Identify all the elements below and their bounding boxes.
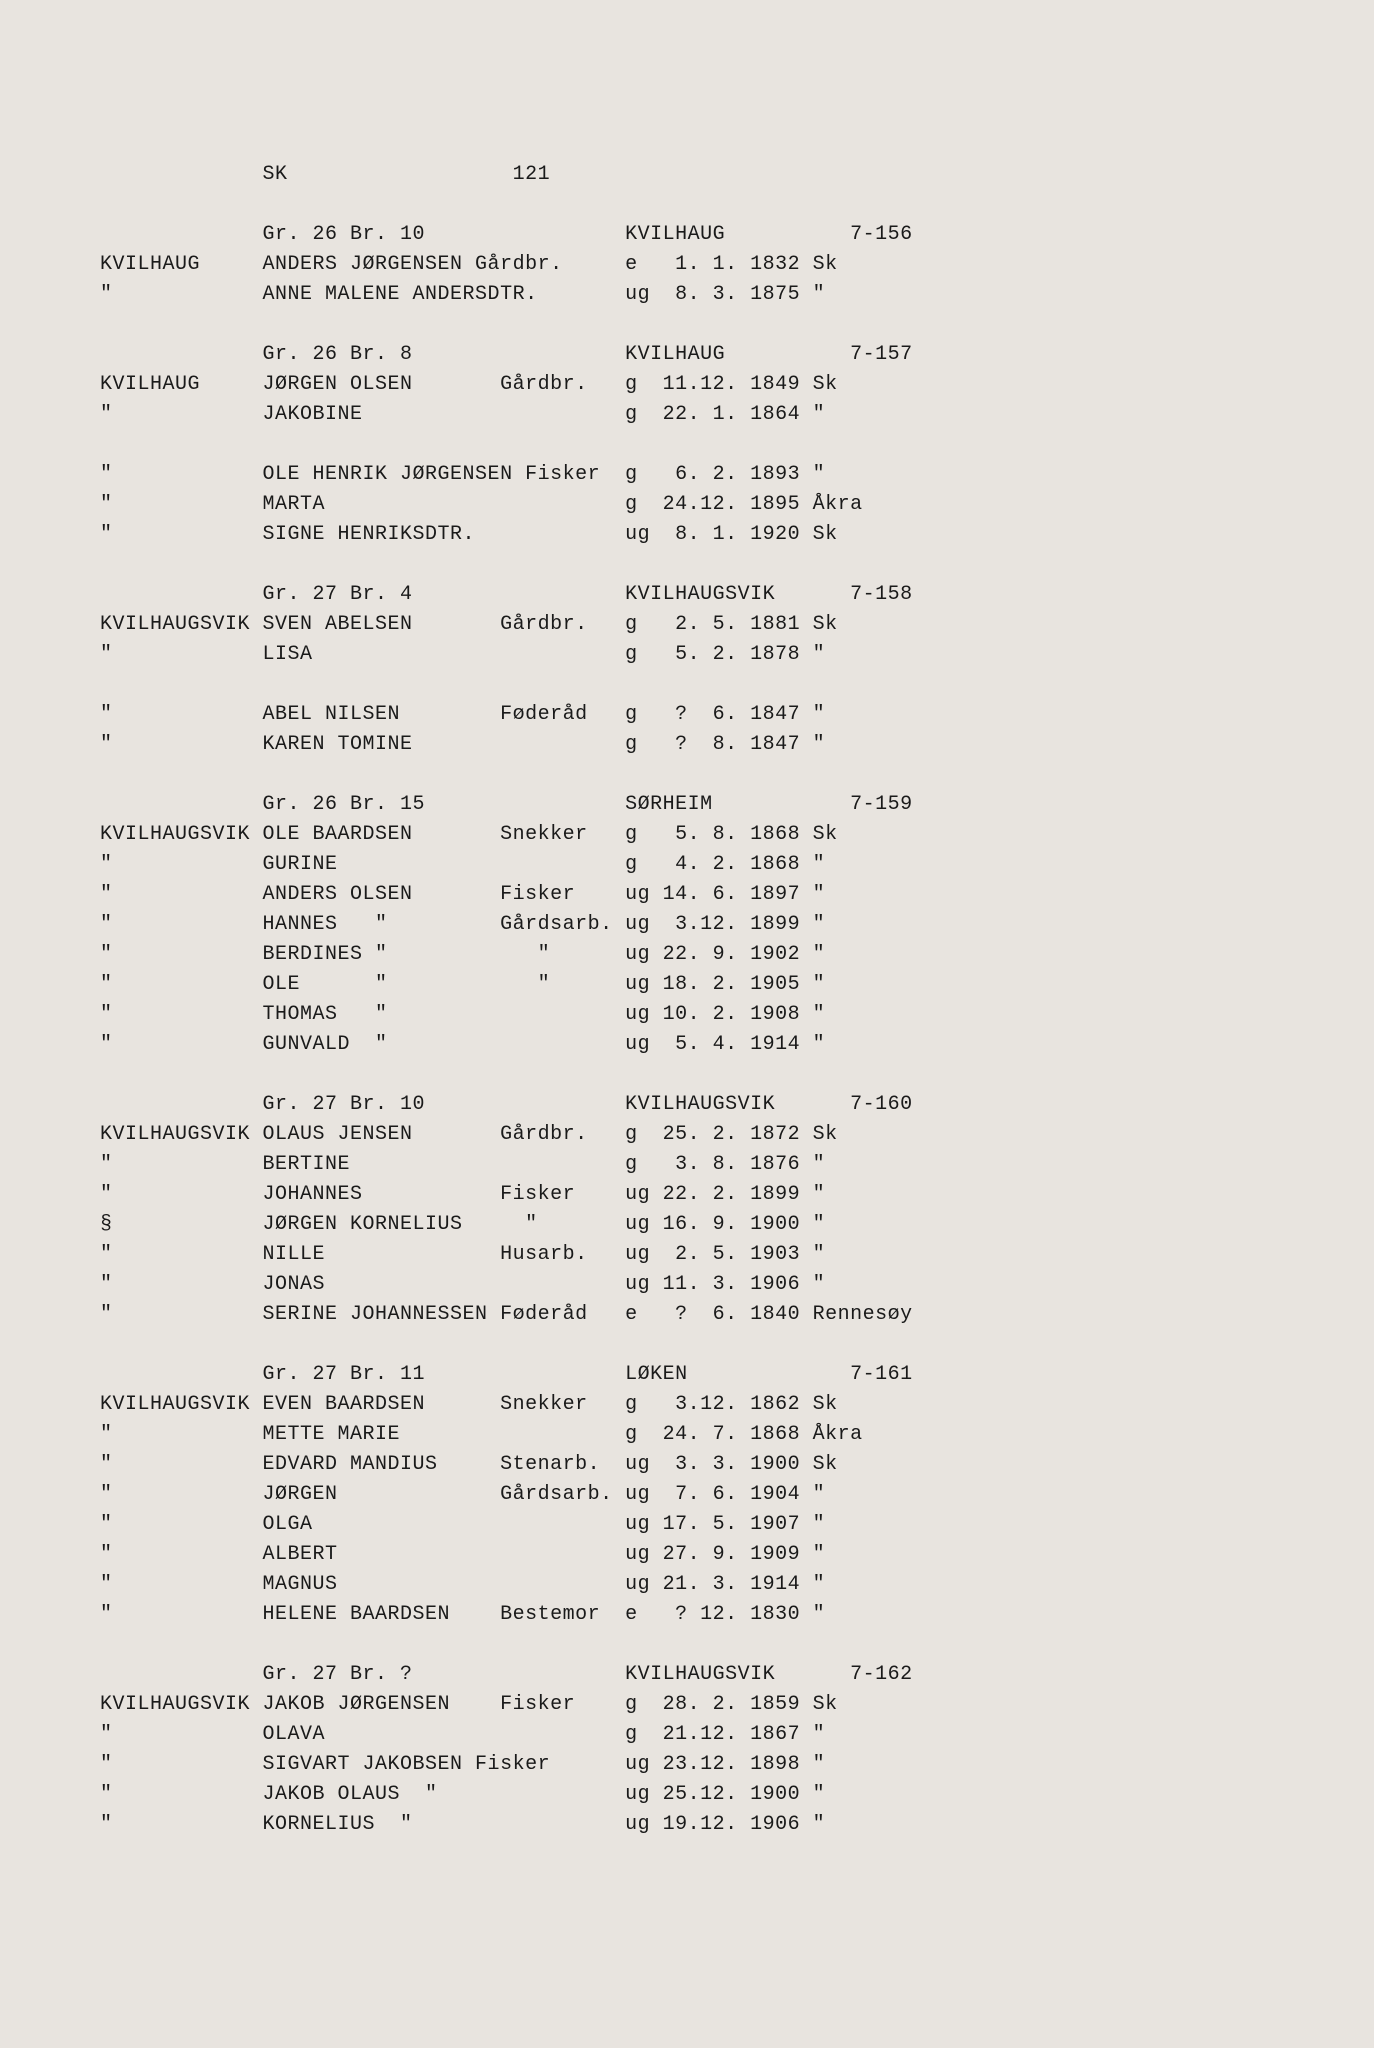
document-page: SK 121 Gr. 26 Br. 10 KVILHAUG 7-156KVILH… [0, 0, 1374, 2048]
text-line: " SIGNE HENRIKSDTR. ug 8. 1. 1920 Sk [100, 520, 1274, 550]
text-line: " KORNELIUS " ug 19.12. 1906 " [100, 1810, 1274, 1840]
text-line: Gr. 27 Br. 11 LØKEN 7-161 [100, 1360, 1274, 1390]
text-line: Gr. 26 Br. 10 KVILHAUG 7-156 [100, 220, 1274, 250]
text-line: " EDVARD MANDIUS Stenarb. ug 3. 3. 1900 … [100, 1450, 1274, 1480]
text-line: " JAKOBINE g 22. 1. 1864 " [100, 400, 1274, 430]
text-line: " JØRGEN Gårdsarb. ug 7. 6. 1904 " [100, 1480, 1274, 1510]
text-line: " ANDERS OLSEN Fisker ug 14. 6. 1897 " [100, 880, 1274, 910]
text-line: " OLAVA g 21.12. 1867 " [100, 1720, 1274, 1750]
text-line: KVILHAUGSVIK OLE BAARDSEN Snekker g 5. 8… [100, 820, 1274, 850]
text-line: " GUNVALD " ug 5. 4. 1914 " [100, 1030, 1274, 1060]
blank-line [100, 310, 1274, 340]
text-line: " HANNES " Gårdsarb. ug 3.12. 1899 " [100, 910, 1274, 940]
blank-line [100, 550, 1274, 580]
blank-line [100, 670, 1274, 700]
text-line: " METTE MARIE g 24. 7. 1868 Åkra [100, 1420, 1274, 1450]
text-line: KVILHAUG ANDERS JØRGENSEN Gårdbr. e 1. 1… [100, 250, 1274, 280]
text-line: " OLE HENRIK JØRGENSEN Fisker g 6. 2. 18… [100, 460, 1274, 490]
text-line: KVILHAUGSVIK OLAUS JENSEN Gårdbr. g 25. … [100, 1120, 1274, 1150]
text-line: SK 121 [100, 160, 1274, 190]
text-line: " HELENE BAARDSEN Bestemor e ? 12. 1830 … [100, 1600, 1274, 1630]
blank-line [100, 760, 1274, 790]
text-line: " SERINE JOHANNESSEN Føderåd e ? 6. 1840… [100, 1300, 1274, 1330]
text-line: " KAREN TOMINE g ? 8. 1847 " [100, 730, 1274, 760]
text-line: KVILHAUG JØRGEN OLSEN Gårdbr. g 11.12. 1… [100, 370, 1274, 400]
text-line: § JØRGEN KORNELIUS " ug 16. 9. 1900 " [100, 1210, 1274, 1240]
document-content: SK 121 Gr. 26 Br. 10 KVILHAUG 7-156KVILH… [100, 160, 1274, 1840]
text-line: " JOHANNES Fisker ug 22. 2. 1899 " [100, 1180, 1274, 1210]
text-line: " ALBERT ug 27. 9. 1909 " [100, 1540, 1274, 1570]
text-line: KVILHAUGSVIK JAKOB JØRGENSEN Fisker g 28… [100, 1690, 1274, 1720]
blank-line [100, 1060, 1274, 1090]
text-line: Gr. 26 Br. 8 KVILHAUG 7-157 [100, 340, 1274, 370]
text-line: " BERTINE g 3. 8. 1876 " [100, 1150, 1274, 1180]
text-line: Gr. 26 Br. 15 SØRHEIM 7-159 [100, 790, 1274, 820]
text-line: " MAGNUS ug 21. 3. 1914 " [100, 1570, 1274, 1600]
text-line: " JONAS ug 11. 3. 1906 " [100, 1270, 1274, 1300]
text-line: " BERDINES " " ug 22. 9. 1902 " [100, 940, 1274, 970]
blank-line [100, 1630, 1274, 1660]
text-line: " SIGVART JAKOBSEN Fisker ug 23.12. 1898… [100, 1750, 1274, 1780]
text-line: " GURINE g 4. 2. 1868 " [100, 850, 1274, 880]
blank-line [100, 430, 1274, 460]
text-line: Gr. 27 Br. 10 KVILHAUGSVIK 7-160 [100, 1090, 1274, 1120]
text-line: KVILHAUGSVIK SVEN ABELSEN Gårdbr. g 2. 5… [100, 610, 1274, 640]
text-line: " LISA g 5. 2. 1878 " [100, 640, 1274, 670]
text-line: " MARTA g 24.12. 1895 Åkra [100, 490, 1274, 520]
text-line: " OLE " " ug 18. 2. 1905 " [100, 970, 1274, 1000]
blank-line [100, 1330, 1274, 1360]
text-line: Gr. 27 Br. ? KVILHAUGSVIK 7-162 [100, 1660, 1274, 1690]
text-line: " JAKOB OLAUS " ug 25.12. 1900 " [100, 1780, 1274, 1810]
text-line: " OLGA ug 17. 5. 1907 " [100, 1510, 1274, 1540]
text-line: " ANNE MALENE ANDERSDTR. ug 8. 3. 1875 " [100, 280, 1274, 310]
text-line: KVILHAUGSVIK EVEN BAARDSEN Snekker g 3.1… [100, 1390, 1274, 1420]
text-line: " THOMAS " ug 10. 2. 1908 " [100, 1000, 1274, 1030]
text-line: Gr. 27 Br. 4 KVILHAUGSVIK 7-158 [100, 580, 1274, 610]
text-line: " ABEL NILSEN Føderåd g ? 6. 1847 " [100, 700, 1274, 730]
text-line: " NILLE Husarb. ug 2. 5. 1903 " [100, 1240, 1274, 1270]
blank-line [100, 190, 1274, 220]
